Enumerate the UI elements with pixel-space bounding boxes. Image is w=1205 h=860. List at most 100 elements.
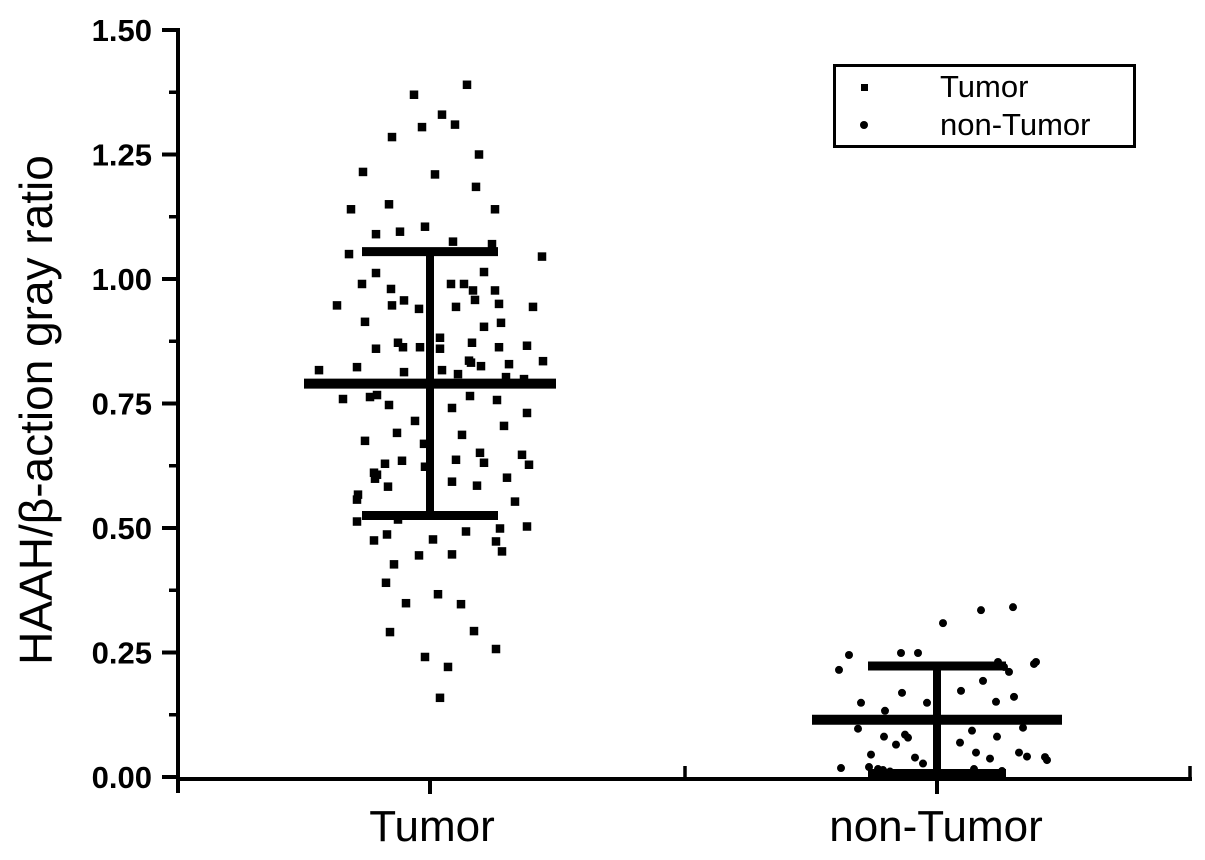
scatter-point-tumor bbox=[387, 132, 397, 142]
scatter-point-tumor bbox=[387, 301, 397, 310]
scatter-point-tumor bbox=[381, 578, 391, 588]
scatter-point-non-tumor bbox=[881, 706, 889, 715]
y-tick-label: 0.25 bbox=[92, 636, 152, 671]
scatter-point-tumor bbox=[491, 537, 501, 546]
scatter-point-tumor bbox=[447, 403, 457, 413]
y-tick-label: 1.00 bbox=[92, 262, 152, 297]
scatter-point-tumor bbox=[490, 205, 500, 214]
scatter-point-tumor bbox=[522, 341, 532, 350]
scatter-point-tumor bbox=[435, 333, 445, 343]
scatter-point-tumor bbox=[401, 598, 411, 608]
scatter-point-tumor bbox=[495, 524, 505, 533]
scatter-point-non-tumor bbox=[1005, 667, 1013, 676]
scatter-point-non-tumor bbox=[939, 619, 947, 628]
scatter-point-tumor bbox=[414, 551, 424, 560]
scatter-point-tumor bbox=[472, 481, 482, 490]
x-category-label-non-tumor: non-Tumor bbox=[829, 802, 1043, 851]
scatter-point-non-tumor bbox=[923, 698, 931, 707]
scatter-point-tumor bbox=[414, 304, 424, 314]
scatter-point-tumor bbox=[357, 279, 367, 289]
legend-label-non-tumor: non-Tumor bbox=[940, 107, 1091, 143]
scatter-point-tumor bbox=[497, 547, 507, 556]
scatter-point-tumor bbox=[389, 560, 399, 569]
scatter-point-tumor bbox=[487, 239, 497, 249]
scatter-point-tumor bbox=[314, 365, 324, 375]
scatter-point-tumor bbox=[393, 338, 403, 347]
scatter-point-tumor bbox=[415, 342, 425, 352]
scatter-point-non-tumor bbox=[957, 686, 965, 695]
scatter-point-tumor bbox=[469, 626, 479, 636]
scatter-point-tumor bbox=[490, 286, 500, 295]
legend-row-tumor: Tumor bbox=[836, 68, 1133, 106]
y-tick-label: 0.50 bbox=[92, 511, 152, 546]
scatter-point-tumor bbox=[510, 497, 520, 506]
scatter-point-tumor bbox=[502, 473, 512, 482]
scatter-point-tumor bbox=[453, 369, 463, 379]
scatter-point-tumor bbox=[392, 428, 402, 438]
scatter-point-tumor bbox=[384, 400, 394, 410]
scatter-point-tumor bbox=[435, 693, 445, 703]
scatter-point-non-tumor bbox=[914, 648, 922, 657]
scatter-point-tumor bbox=[471, 182, 481, 192]
scatter-point-non-tumor bbox=[898, 688, 906, 697]
scatter-point-tumor bbox=[491, 644, 501, 654]
scatter-point-tumor bbox=[398, 342, 408, 352]
scatter-point-non-tumor bbox=[835, 665, 843, 674]
scatter-point-tumor bbox=[435, 344, 445, 353]
scatter-point-non-tumor bbox=[993, 732, 1001, 741]
scatter-point-tumor bbox=[443, 662, 453, 672]
scatter-point-tumor bbox=[522, 522, 532, 531]
scatter-point-tumor bbox=[410, 416, 420, 426]
scatter-point-tumor bbox=[433, 589, 443, 599]
scatter-point-tumor bbox=[476, 361, 486, 371]
scatter-point-tumor bbox=[459, 279, 469, 289]
x-category-label-tumor: Tumor bbox=[369, 802, 495, 851]
scatter-point-tumor bbox=[448, 237, 458, 246]
y-tick-label: 1.25 bbox=[92, 138, 152, 173]
scatter-point-tumor bbox=[479, 322, 489, 332]
scatter-point-tumor bbox=[419, 439, 429, 449]
scatter-point-tumor bbox=[417, 122, 427, 132]
y-tick-label: 1.50 bbox=[92, 13, 152, 48]
scatter-point-tumor bbox=[371, 344, 381, 353]
scatter-point-tumor bbox=[365, 392, 375, 402]
scatter-point-non-tumor bbox=[911, 753, 919, 762]
scatter-point-tumor bbox=[338, 394, 348, 404]
scatter-point-tumor bbox=[470, 295, 480, 305]
scatter-point-non-tumor bbox=[1009, 603, 1017, 612]
scatter-point-tumor bbox=[461, 527, 471, 536]
scatter-point-tumor bbox=[447, 550, 457, 559]
scatter-point-non-tumor bbox=[854, 724, 862, 733]
scatter-point-non-tumor bbox=[1015, 748, 1023, 757]
scatter-point-tumor bbox=[430, 170, 440, 179]
scatter-point-tumor bbox=[451, 455, 461, 465]
scatter-point-tumor bbox=[371, 229, 381, 239]
scatter-point-tumor bbox=[522, 408, 532, 418]
scatter-point-non-tumor bbox=[1010, 692, 1018, 701]
scatter-point-tumor bbox=[451, 302, 461, 312]
scatter-point-tumor bbox=[450, 120, 460, 129]
scatter-point-tumor bbox=[468, 286, 478, 295]
scatter-point-tumor bbox=[457, 430, 467, 440]
scatter-point-tumor bbox=[382, 530, 392, 539]
scatter-point-tumor bbox=[447, 477, 457, 486]
scatter-point-tumor bbox=[467, 338, 477, 347]
scatter-point-non-tumor bbox=[986, 754, 994, 763]
scatter-point-non-tumor bbox=[992, 697, 1000, 706]
scatter-point-non-tumor bbox=[919, 759, 927, 768]
scatter-point-non-tumor bbox=[972, 748, 980, 757]
scatter-point-non-tumor bbox=[880, 732, 888, 741]
scatter-point-non-tumor bbox=[845, 650, 853, 659]
scatter-point-tumor bbox=[537, 252, 547, 261]
scatter-point-tumor bbox=[437, 110, 447, 119]
scatter-point-non-tumor bbox=[837, 764, 845, 773]
scatter-point-tumor bbox=[397, 456, 407, 466]
scatter-point-tumor bbox=[399, 367, 409, 377]
scatter-point-tumor bbox=[494, 299, 504, 309]
scatter-point-non-tumor bbox=[979, 676, 987, 685]
scatter-point-tumor bbox=[538, 356, 548, 366]
scatter-point-non-tumor bbox=[956, 738, 964, 747]
scatter-point-tumor bbox=[420, 222, 430, 231]
